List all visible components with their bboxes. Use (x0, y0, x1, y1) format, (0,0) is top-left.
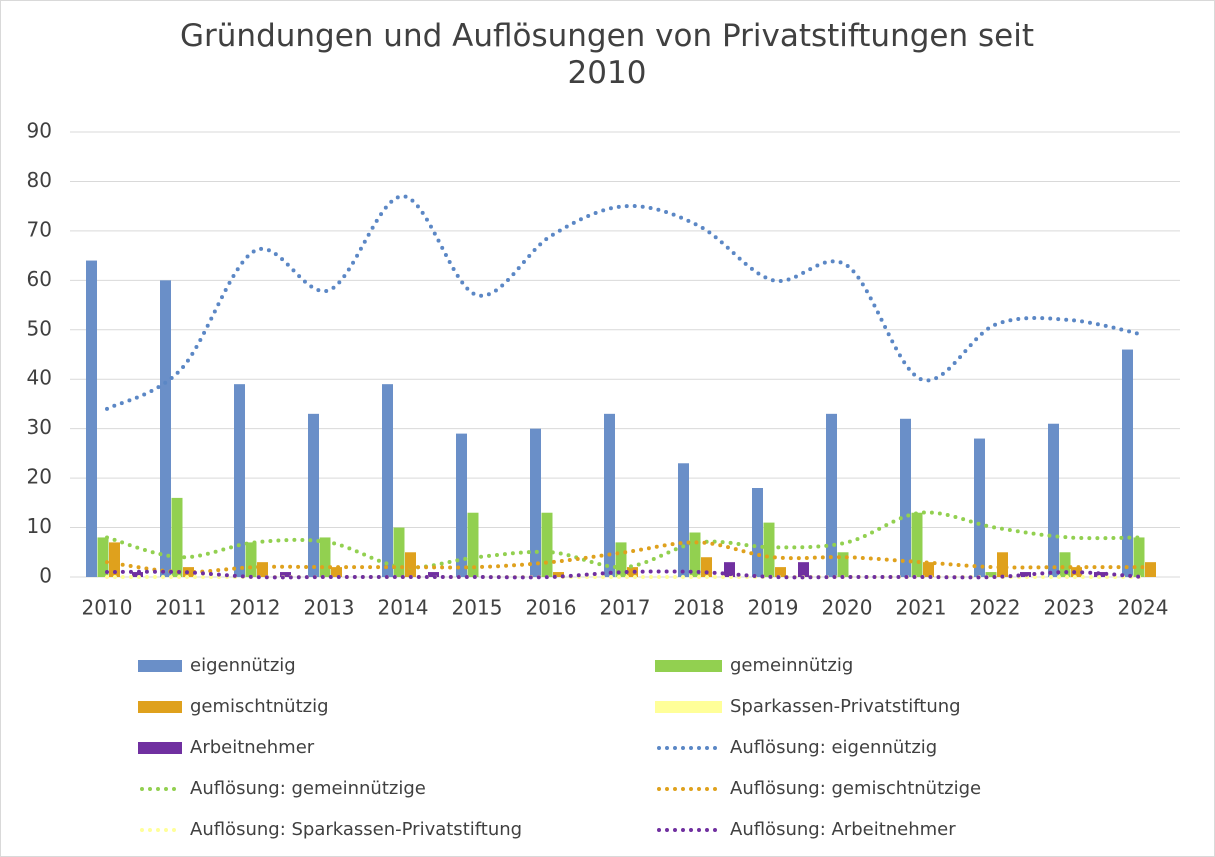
bar (1122, 349, 1133, 577)
legend-swatch (138, 701, 182, 713)
bar (467, 512, 479, 577)
legend-label: Auflösung: Sparkassen-Privatstiftung (190, 819, 522, 840)
bar (541, 512, 553, 577)
bar (1059, 552, 1071, 577)
x-tick-label: 2016 (526, 596, 577, 620)
legend-label: Auflösung: Arbeitnehmer (730, 819, 956, 840)
x-tick-label: 2019 (748, 596, 799, 620)
y-tick-label: 0 (39, 564, 52, 588)
y-tick-label: 20 (27, 465, 52, 489)
bar (1071, 567, 1082, 577)
bar (678, 463, 689, 577)
bar (109, 542, 120, 577)
bar (1048, 423, 1059, 577)
bar (689, 532, 701, 577)
legend-label: Sparkassen-Privatstiftung (730, 696, 961, 717)
chart-title: Gründungen und Auflösungen von Privatsti… (180, 18, 1034, 91)
x-tick-label: 2021 (896, 596, 947, 620)
bar (160, 280, 171, 577)
y-tick-label: 60 (27, 267, 52, 291)
bar (837, 552, 849, 577)
legend-swatch (138, 742, 182, 754)
x-tick-label: 2014 (378, 596, 429, 620)
line (105, 194, 1145, 411)
bar (319, 537, 331, 577)
bar (553, 572, 564, 577)
legend-label: Auflösung: gemischtnützige (730, 778, 981, 799)
bar (97, 537, 109, 577)
y-tick-label: 50 (27, 316, 52, 340)
bar (997, 552, 1008, 577)
line (105, 569, 1145, 580)
bar (234, 384, 245, 577)
legend-swatch (138, 660, 182, 672)
x-tick-label: 2010 (82, 596, 133, 620)
bar (826, 413, 837, 577)
bar (615, 542, 627, 577)
legend-swatch (655, 701, 722, 713)
bar (604, 413, 615, 577)
y-tick-label: 70 (27, 217, 52, 241)
bar (245, 542, 257, 577)
bar (911, 512, 923, 577)
bar (752, 488, 763, 577)
bar (775, 567, 786, 577)
x-tick-label: 2012 (230, 596, 281, 620)
bar (86, 260, 97, 577)
bar (798, 562, 809, 577)
bar (308, 413, 319, 577)
x-tick-label: 2015 (452, 596, 503, 620)
y-tick-label: 90 (27, 119, 52, 143)
bar (331, 567, 342, 577)
x-tick-label: 2023 (1044, 596, 1095, 620)
x-tick-label: 2022 (970, 596, 1021, 620)
legend-label: Auflösung: gemeinnützige (190, 778, 426, 799)
bar (627, 567, 638, 577)
x-tick-label: 2018 (674, 596, 725, 620)
bar (974, 438, 985, 577)
x-tick-label: 2013 (304, 596, 355, 620)
bar (171, 497, 183, 577)
legend-label: Auflösung: eigennützig (730, 737, 937, 758)
y-tick-label: 30 (27, 415, 52, 439)
bar (382, 384, 393, 577)
line (105, 540, 1145, 575)
x-tick-label: 2017 (600, 596, 651, 620)
x-tick-label: 2020 (822, 596, 873, 620)
line (105, 510, 1145, 570)
bar (280, 572, 291, 577)
bar (456, 433, 467, 577)
bar (405, 552, 416, 577)
y-tick-label: 80 (27, 168, 52, 192)
legend-label: gemischtnützig (190, 696, 329, 717)
bar (923, 562, 934, 577)
y-tick-label: 40 (27, 366, 52, 390)
bar (530, 428, 541, 577)
legend-label: eigennützig (190, 655, 296, 676)
bar (393, 527, 405, 577)
legend-label: Arbeitnehmer (190, 737, 315, 758)
x-tick-label: 2024 (1118, 596, 1169, 620)
bar (724, 562, 735, 577)
x-tick-label: 2011 (156, 596, 207, 620)
bar (900, 418, 911, 577)
bar (1133, 537, 1145, 577)
bar (1145, 562, 1156, 577)
y-tick-label: 10 (27, 514, 52, 538)
bar (428, 572, 439, 577)
bar (132, 572, 143, 577)
bar (257, 562, 268, 577)
bar (763, 522, 775, 577)
bar (701, 557, 712, 577)
legend-swatch (655, 660, 722, 672)
bar (985, 572, 997, 577)
legend-label: gemeinnützig (730, 655, 853, 676)
